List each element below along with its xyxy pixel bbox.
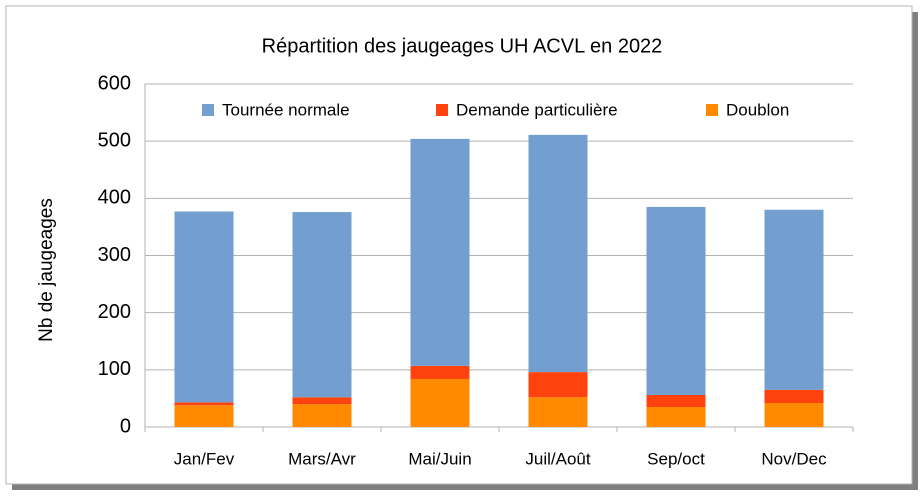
bar-segment — [528, 397, 588, 427]
legend-swatch — [202, 104, 214, 116]
chart-title: Répartition des jaugeages UH ACVL en 202… — [262, 35, 663, 57]
y-tick-label: 200 — [98, 301, 131, 323]
bar-segment — [292, 404, 352, 427]
legend-label: Tournée normale — [222, 100, 350, 119]
x-tick-label: Sep/oct — [647, 449, 705, 468]
x-tick-label: Nov/Dec — [761, 449, 827, 468]
y-tick-label: 600 — [98, 72, 131, 94]
y-tick-label: 0 — [120, 415, 131, 437]
x-tick-label: Mai/Juin — [408, 449, 471, 468]
bar-segment — [764, 402, 824, 427]
bar-segment — [410, 378, 470, 427]
bar-segment — [528, 372, 588, 398]
bar-segment — [292, 212, 352, 398]
x-tick-label: Juil/Août — [525, 449, 590, 468]
bar-segment — [764, 209, 824, 390]
bar-segment — [292, 397, 352, 405]
bar-segment — [646, 394, 706, 407]
legend-label: Doublon — [726, 100, 789, 119]
y-axis-label: Nb de jaugeages — [36, 198, 57, 342]
bar-segment — [410, 138, 470, 366]
y-tick-label: 300 — [98, 244, 131, 266]
bar-segment — [410, 365, 470, 379]
x-tick-label: Jan/Fev — [174, 449, 235, 468]
x-tick-label: Mars/Avr — [288, 449, 356, 468]
y-tick-label: 500 — [98, 129, 131, 151]
bar-segment — [174, 405, 234, 427]
legend-swatch — [436, 104, 448, 116]
bar-segment — [174, 211, 234, 403]
bar-segment — [528, 134, 588, 373]
y-tick-label: 400 — [98, 187, 131, 209]
bar-segment — [646, 206, 706, 395]
bar-segment — [646, 406, 706, 427]
legend-label: Demande particulière — [456, 100, 618, 119]
legend-swatch — [706, 104, 718, 116]
bar-segment — [764, 389, 824, 403]
bar-segment — [174, 402, 234, 406]
y-tick-label: 100 — [98, 358, 131, 380]
